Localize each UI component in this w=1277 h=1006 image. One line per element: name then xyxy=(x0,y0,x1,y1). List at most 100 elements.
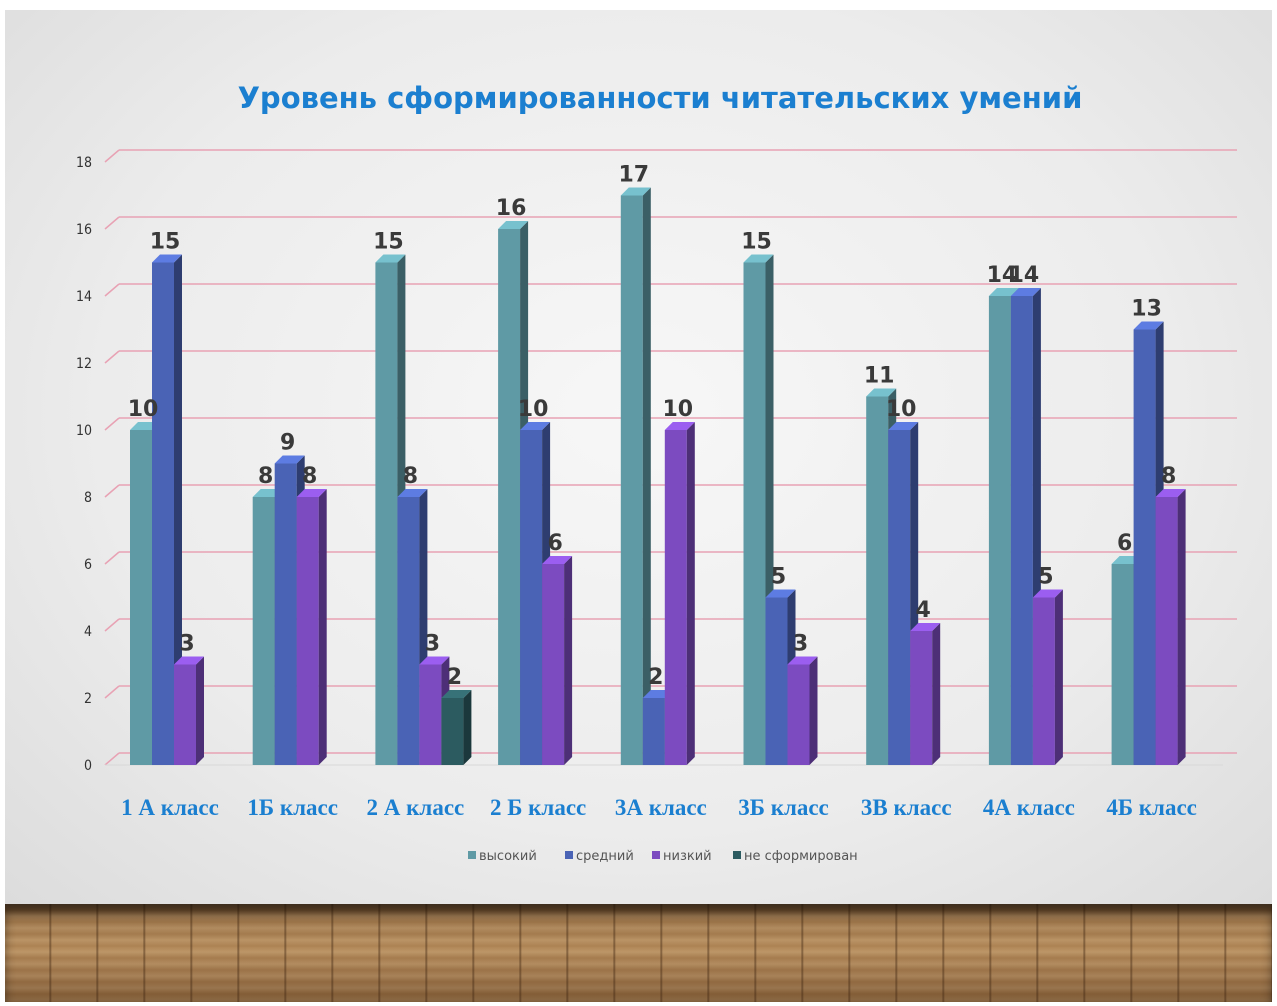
data-labels: 1015389815832161061721015531110414145613… xyxy=(128,163,1177,691)
category-label: 3А класс xyxy=(615,795,707,820)
grid-line-diagonal xyxy=(104,283,120,297)
bar-front xyxy=(787,664,810,765)
bar-front xyxy=(130,430,152,765)
data-label: 8 xyxy=(403,464,418,489)
category-label: 3В класс xyxy=(861,795,952,820)
bar xyxy=(1155,489,1186,765)
category-label: 1 А класс xyxy=(121,795,219,820)
bar-top xyxy=(419,656,450,665)
data-label: 9 xyxy=(280,431,295,456)
category-label: 2 А класс xyxy=(367,795,465,820)
bars xyxy=(130,187,1186,765)
grid-line-diagonal xyxy=(104,685,120,699)
data-label: 10 xyxy=(128,397,159,422)
category-labels: 1 А класс 1Б класс 2 А класс 2 Б класс 3А кл… xyxy=(121,795,1197,820)
grid-line-diagonal xyxy=(104,551,120,565)
grid-line-diagonal xyxy=(104,752,120,766)
bar-front xyxy=(1010,296,1033,765)
bar-top xyxy=(620,187,651,196)
data-label: 10 xyxy=(518,397,549,422)
category-label: 2 Б класс xyxy=(490,795,586,820)
grid-line-diagonal xyxy=(104,216,120,230)
bar-side xyxy=(1177,489,1186,765)
y-tick-label: 16 xyxy=(76,222,92,238)
data-label: 5 xyxy=(771,565,786,590)
category-label: 4Б класс xyxy=(1106,795,1197,820)
y-tick-label: 10 xyxy=(76,423,92,439)
bar-front xyxy=(1111,564,1134,765)
chart-title: Уровень сформированности читательских ум… xyxy=(238,81,1083,115)
bar-side xyxy=(1054,589,1063,765)
bar-top xyxy=(743,254,774,263)
bar-front xyxy=(498,229,521,765)
bar-front xyxy=(765,597,788,765)
grid-line-diagonal xyxy=(104,618,120,632)
bar-side xyxy=(564,556,573,765)
grid-line-diagonal xyxy=(104,149,120,163)
legend-swatch xyxy=(733,851,741,859)
bar xyxy=(910,623,941,765)
bar xyxy=(441,690,472,765)
bar-front xyxy=(642,698,665,765)
bar-side xyxy=(932,623,941,765)
legend-swatch xyxy=(652,851,660,859)
bar xyxy=(152,254,182,765)
data-label: 2 xyxy=(447,665,462,690)
data-label: 8 xyxy=(302,464,317,489)
bar-side xyxy=(642,187,651,765)
bar-top xyxy=(542,556,573,564)
bar-front xyxy=(252,497,275,765)
data-label: 15 xyxy=(373,230,404,255)
grid-line-diagonal xyxy=(104,350,120,364)
data-label: 10 xyxy=(886,397,917,422)
data-label: 13 xyxy=(1131,297,1162,322)
y-tick-label: 6 xyxy=(84,557,92,573)
category-label: 1Б класс xyxy=(247,795,338,820)
data-label: 2 xyxy=(648,665,663,690)
bar xyxy=(787,656,818,765)
bar-top xyxy=(988,288,1019,296)
bar-top xyxy=(498,221,529,229)
y-tick-label: 4 xyxy=(84,624,92,640)
bar-front xyxy=(520,430,543,765)
bar-top xyxy=(664,422,695,430)
bar-top xyxy=(765,589,796,598)
bar-side xyxy=(809,656,818,765)
y-tick-label: 2 xyxy=(84,691,92,707)
bar-front xyxy=(419,664,442,765)
category-label: 4А класс xyxy=(983,795,1075,820)
y-tick-label: 12 xyxy=(76,356,92,372)
bar-top xyxy=(1010,288,1041,296)
data-label: 3 xyxy=(179,632,194,657)
bar-front xyxy=(274,463,297,765)
bar-side xyxy=(463,690,472,765)
data-label: 8 xyxy=(258,464,273,489)
bar-side xyxy=(686,422,695,765)
bar-top xyxy=(1133,321,1164,330)
data-label: 14 xyxy=(1009,263,1040,288)
bar-top xyxy=(174,656,204,665)
bar xyxy=(620,187,651,765)
data-label: 8 xyxy=(1161,464,1176,489)
data-label: 16 xyxy=(496,196,527,221)
bar-front xyxy=(397,497,420,765)
y-tick-label: 18 xyxy=(76,155,92,171)
data-label: 4 xyxy=(916,598,931,623)
bar-front xyxy=(542,564,565,765)
bar-front xyxy=(1133,329,1156,765)
legend-swatch xyxy=(565,851,573,859)
data-label: 3 xyxy=(425,632,440,657)
bar-top xyxy=(1155,489,1186,497)
bar-side xyxy=(318,489,327,765)
y-axis: 0 2 4 6 8 10 12 14 16 18 xyxy=(76,155,92,774)
legend-entry: высокий xyxy=(479,849,537,864)
bar-front xyxy=(866,396,889,765)
bar-top xyxy=(910,623,941,631)
bar-top xyxy=(296,489,327,497)
data-label: 17 xyxy=(618,163,649,188)
bar-front xyxy=(1032,597,1055,765)
bar-top xyxy=(441,690,472,698)
grid-line-diagonal xyxy=(104,417,120,431)
category-label: 3Б класс xyxy=(738,795,829,820)
